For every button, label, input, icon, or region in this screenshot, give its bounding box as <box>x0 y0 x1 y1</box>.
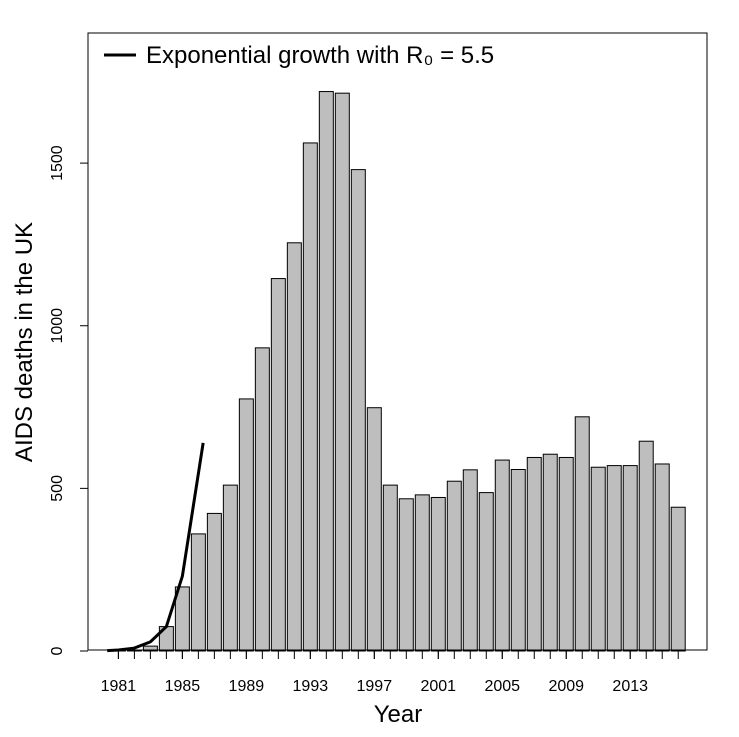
y-tick-label: 1500 <box>49 145 66 181</box>
x-axis-label: Year <box>374 701 423 728</box>
bar <box>286 242 302 652</box>
x-tick-label: 1989 <box>229 678 265 695</box>
bar <box>254 347 270 652</box>
bar <box>366 407 382 652</box>
bar <box>302 142 318 652</box>
bar <box>622 465 638 652</box>
bar <box>526 456 542 652</box>
bar <box>222 484 238 652</box>
x-tick-label: 1997 <box>357 678 393 695</box>
bar <box>206 512 222 652</box>
plot-frame <box>87 32 708 651</box>
bar <box>238 398 254 652</box>
x-tick-label: 2009 <box>548 678 584 695</box>
bar <box>318 91 334 652</box>
bar <box>670 506 686 652</box>
bar <box>398 498 414 652</box>
x-tick-label: 2005 <box>484 678 520 695</box>
bar <box>606 465 622 652</box>
x-tick-label: 1981 <box>101 678 137 695</box>
bar <box>430 496 446 652</box>
bar <box>414 494 430 652</box>
x-tick-label: 1993 <box>293 678 329 695</box>
bar <box>558 456 574 652</box>
y-tick-label: 500 <box>49 475 66 502</box>
legend-label: Exponential growth with R₀ = 5.5 <box>146 42 494 69</box>
bar <box>638 440 654 652</box>
x-tick-label: 2013 <box>612 678 648 695</box>
bar <box>590 466 606 652</box>
bar <box>542 453 558 652</box>
y-axis-label: AIDS deaths in the UK <box>11 222 38 462</box>
bar <box>190 533 206 652</box>
y-tick-label: 0 <box>49 646 66 655</box>
bar <box>446 480 462 652</box>
bar <box>654 463 670 652</box>
bar <box>574 416 590 652</box>
bar <box>478 492 494 652</box>
x-tick-label: 1985 <box>165 678 201 695</box>
bar <box>270 278 286 652</box>
x-tick-label: 2001 <box>420 678 456 695</box>
bar <box>510 469 526 652</box>
y-tick-label: 1000 <box>49 308 66 344</box>
bar <box>494 459 510 652</box>
bar <box>334 92 350 652</box>
bar <box>350 169 366 652</box>
bar <box>382 484 398 652</box>
bar <box>462 469 478 652</box>
